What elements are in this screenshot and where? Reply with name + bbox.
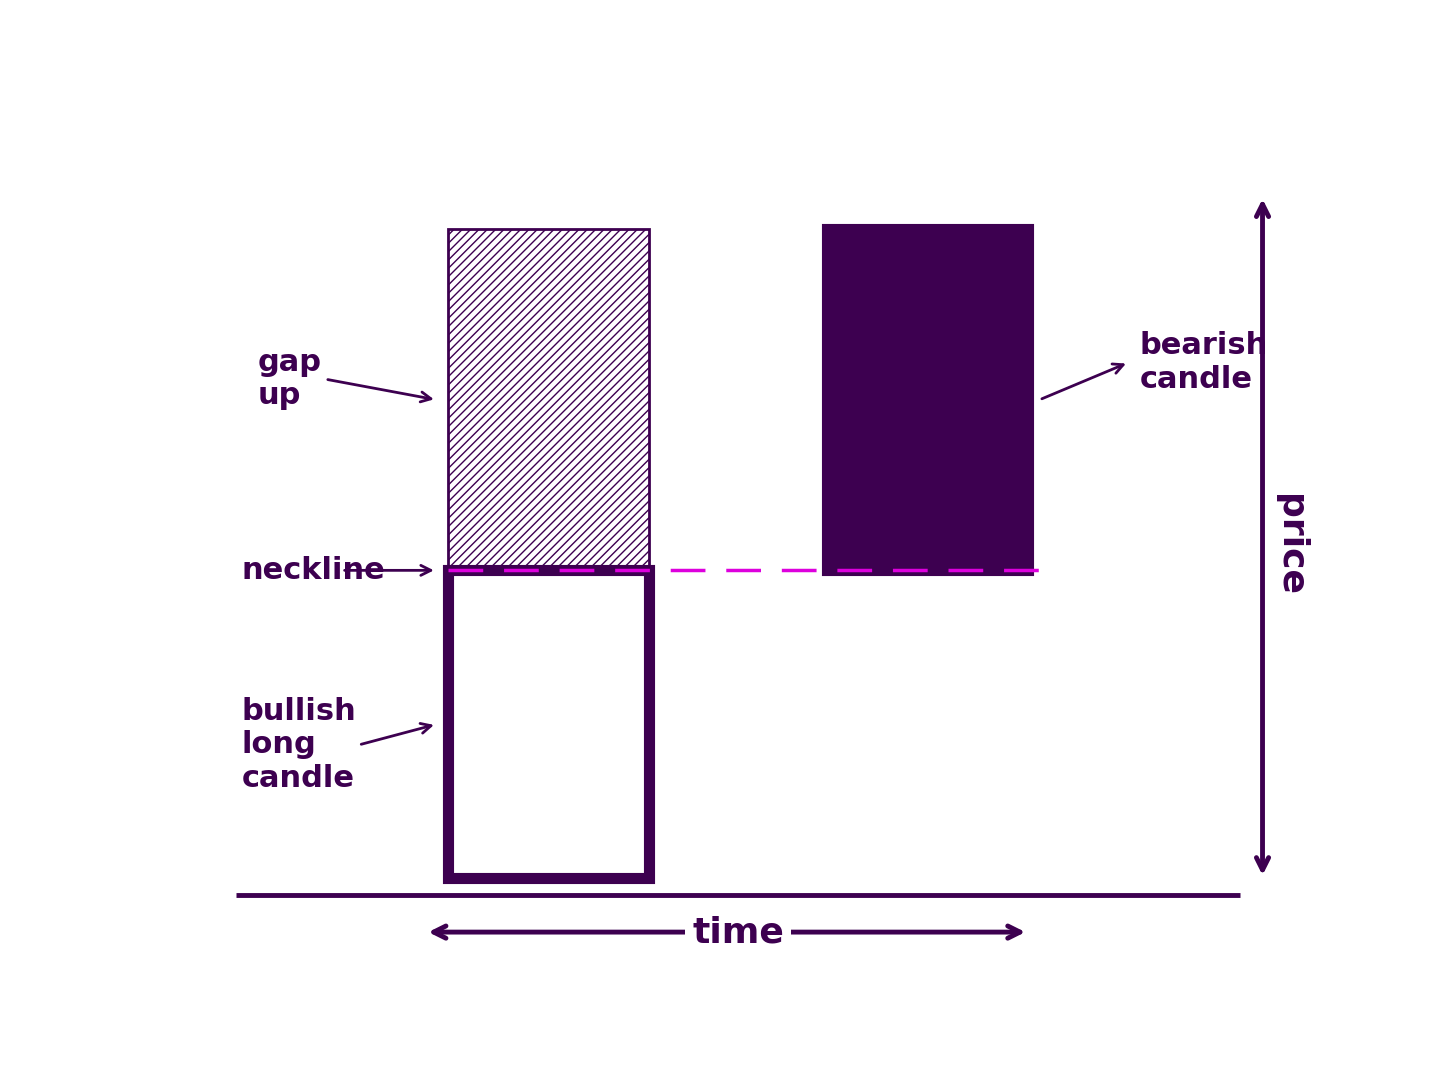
Text: bullish
long
candle: bullish long candle	[242, 697, 356, 793]
Text: time: time	[693, 915, 783, 949]
Text: bearish
candle: bearish candle	[1140, 332, 1269, 394]
Bar	[448, 570, 648, 878]
Bar	[448, 229, 648, 570]
Text: gap
up: gap up	[258, 348, 323, 410]
Text: price: price	[1273, 495, 1308, 596]
Text: neckline: neckline	[242, 556, 384, 585]
Bar	[827, 229, 1028, 570]
